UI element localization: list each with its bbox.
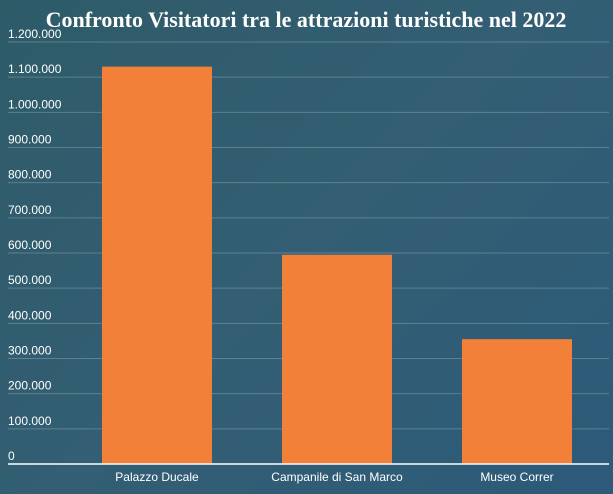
y-tick-label: 1.000.000 [8,97,62,111]
y-tick-label: 800.000 [8,168,52,182]
y-tick-label: 300.000 [8,344,52,358]
x-axis-category-labels: Palazzo Ducale Campanile di San Marco Muse… [115,470,553,484]
y-tick-label: 400.000 [8,308,52,322]
y-tick-label: 0 [8,449,15,463]
y-tick-label: 200.000 [8,379,52,393]
y-tick-label: 100.000 [8,414,52,428]
chart-title: Confronto Visitatori tra le attrazioni t… [46,7,567,32]
y-tick-label: 500.000 [8,273,52,287]
category-label: Museo Correr [480,470,553,484]
category-label: Palazzo Ducale [115,470,199,484]
y-tick-label: 600.000 [8,238,52,252]
y-tick-label: 1.200.000 [8,27,62,41]
y-axis-tick-labels: 0 100.000 200.000 300.000 400.000 500.000 600.… [8,27,62,463]
category-label: Campanile di San Marco [271,470,403,484]
bars [102,66,572,464]
bar-palazzo-ducale [102,66,212,464]
bar-museo-correr [462,339,572,464]
bar-campanile-di-san-marco [282,254,392,464]
y-tick-label: 900.000 [8,133,52,147]
y-tick-label: 700.000 [8,203,52,217]
y-tick-label: 1.100.000 [8,62,62,76]
